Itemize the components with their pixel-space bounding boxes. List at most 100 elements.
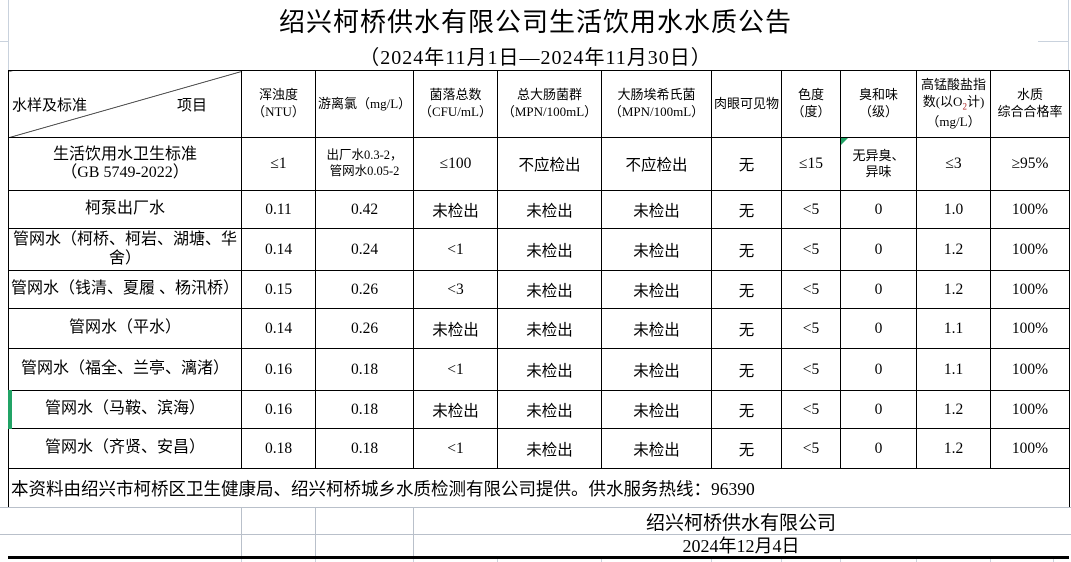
value-cell: 0.18	[241, 428, 316, 469]
value-cell: 0	[840, 428, 917, 469]
corner-cell: 水样及标准 项目	[8, 70, 242, 138]
table-row: 柯泵出厂水 0.11 0.42 未检出 未检出 未检出无 <5 0 1.0 100%	[8, 190, 1070, 229]
value-cell: 0.42	[315, 190, 414, 229]
value-cell: <1	[413, 348, 498, 391]
value-cell: 1.2	[916, 228, 991, 271]
water-quality-table: 水样及标准 项目 浑浊度 （NTU） 游离氯（mg/L） 菌落总数 （CFU/mL）…	[8, 70, 1070, 508]
gridline	[781, 559, 782, 562]
gridline	[1053, 559, 1054, 562]
gridline	[0, 534, 1071, 535]
header-row: 水样及标准 项目 浑浊度 （NTU） 游离氯（mg/L） 菌落总数 （CFU/mL）…	[8, 70, 1070, 138]
value-cell: 1.2	[916, 428, 991, 469]
value-cell: 0	[840, 270, 917, 309]
gridline	[0, 41, 9, 42]
table-row: 管网水（马鞍、滨海） 0.16 0.18 未检出 未检出 未检出无 <5 0 1.2 100%	[8, 390, 1070, 429]
value-cell: <5	[781, 428, 841, 469]
value-cell: 0	[840, 190, 917, 229]
value-cell: 无	[711, 428, 782, 469]
value-cell: 未检出	[601, 390, 712, 429]
value-cell: <5	[781, 228, 841, 271]
gridline	[413, 507, 414, 556]
value-cell: <5	[781, 308, 841, 349]
column-header: 总大肠菌群 （MPN/100mL）	[497, 70, 602, 138]
value-cell: 0.26	[315, 270, 414, 309]
row-label: 管网水（齐贤、安昌）	[8, 428, 242, 469]
table-row: 管网水（钱清、夏履 、杨汛桥） 0.15 0.26 <3 未检出 未检出无 <5 0 1.2 10…	[8, 270, 1070, 309]
table-row: 管网水（齐贤、安昌） 0.18 0.18 <1 未检出 未检出无 <5 0 1.2 100%	[8, 428, 1070, 469]
value-cell: <1	[413, 228, 498, 271]
value-cell: 无	[711, 308, 782, 349]
value-cell: 无	[711, 348, 782, 391]
value-cell: 0	[840, 228, 917, 271]
row-highlight-bar	[8, 390, 12, 429]
table-row: 管网水（平水） 0.14 0.26 未检出 未检出 未检出无 <5 0 1.1 100%	[8, 308, 1070, 349]
value-cell: 未检出	[413, 390, 498, 429]
value-cell: <3	[413, 270, 498, 309]
gridline	[916, 559, 917, 562]
value-cell: 无	[711, 228, 782, 271]
column-header: 游离氯（mg/L）	[315, 70, 414, 138]
value-cell: <5	[781, 270, 841, 309]
value-cell: 无	[711, 270, 782, 309]
table-row: 生活饮用水卫生标准 （GB 5749-2022） ≤1 出厂水0.3-2， 管网水0…	[8, 137, 1070, 191]
data-source-note: 本资料由绍兴市柯桥区卫生健康局、绍兴柯桥城乡水质检测有限公司提供。供水服务热线：…	[8, 468, 1070, 508]
value-cell: 100%	[990, 308, 1070, 349]
column-header: 肉眼可见物	[711, 70, 782, 138]
value-cell: 100%	[990, 190, 1070, 229]
value-cell: 0	[840, 308, 917, 349]
value-cell: 未检出	[497, 428, 602, 469]
value-cell: 不应检出	[601, 137, 712, 191]
value-cell: 未检出	[601, 348, 712, 391]
value-cell: 无	[711, 190, 782, 229]
value-cell: 无	[711, 137, 782, 191]
table-row: 管网水（福全、兰亭、漓渚） 0.16 0.18 <1 未检出 未检出无 <5 0 1.1 100%	[8, 348, 1070, 391]
value-cell: ≥95%	[990, 137, 1070, 191]
value-cell: 1.1	[916, 348, 991, 391]
gridline	[497, 559, 498, 562]
value-cell: <5	[781, 390, 841, 429]
value-cell: 0.14	[241, 308, 316, 349]
row-label: 管网水（平水）	[8, 308, 242, 349]
gridline	[8, 0, 9, 70]
column-header: 水质 综合合格率	[990, 70, 1070, 138]
value-cell: 未检出	[601, 228, 712, 271]
value-cell: 100%	[990, 270, 1070, 309]
value-cell: 未检出	[497, 308, 602, 349]
value-cell: 未检出	[497, 228, 602, 271]
column-header: 菌落总数 （CFU/mL）	[413, 70, 498, 138]
value-cell: 未检出	[601, 270, 712, 309]
value-cell: 未检出	[413, 190, 498, 229]
report-period: （2024年11月1日—2024年11月30日）	[359, 47, 712, 69]
value-cell: 0	[840, 390, 917, 429]
value-cell: 未检出	[497, 270, 602, 309]
gridline	[413, 559, 414, 562]
note-row: 本资料由绍兴市柯桥区卫生健康局、绍兴柯桥城乡水质检测有限公司提供。供水服务热线：…	[8, 468, 1070, 508]
date-signature: 2024年12月4日	[682, 536, 800, 556]
gridline	[315, 507, 316, 556]
value-cell: 不应检出	[497, 137, 602, 191]
column-header-text: 计)（mg/L）	[926, 94, 985, 129]
value-cell: 0.16	[241, 390, 316, 429]
row-label: 管网水（福全、兰亭、漓渚）	[8, 348, 242, 391]
value-cell: 未检出	[497, 390, 602, 429]
value-cell: <5	[781, 348, 841, 391]
comment-marker-icon	[841, 138, 848, 145]
value-cell: 100%	[990, 390, 1070, 429]
column-header: 臭和味 （级）	[840, 70, 917, 138]
value-cell: 100%	[990, 428, 1070, 469]
value-cell: 无异臭、 异味	[840, 137, 917, 191]
gridline	[990, 559, 991, 562]
gridline	[1038, 41, 1069, 42]
row-label: 管网水（马鞍、滨海）	[8, 390, 242, 429]
value-cell: <1	[413, 428, 498, 469]
company-signature: 绍兴柯桥供水有限公司	[645, 512, 836, 534]
value-cell: ≤100	[413, 137, 498, 191]
sheet-bottom-border	[8, 556, 1069, 559]
table-row: 管网水（柯桥、柯岩、湖塘、华舍） 0.14 0.24 <1 未检出 未检出无 <5 0 1.2 1…	[8, 228, 1070, 271]
gridline	[840, 559, 841, 562]
value-cell: 0.14	[241, 228, 316, 271]
row-label: 柯泵出厂水	[8, 190, 242, 229]
column-header: 浑浊度 （NTU）	[241, 70, 316, 138]
value-cell: 0.16	[241, 348, 316, 391]
